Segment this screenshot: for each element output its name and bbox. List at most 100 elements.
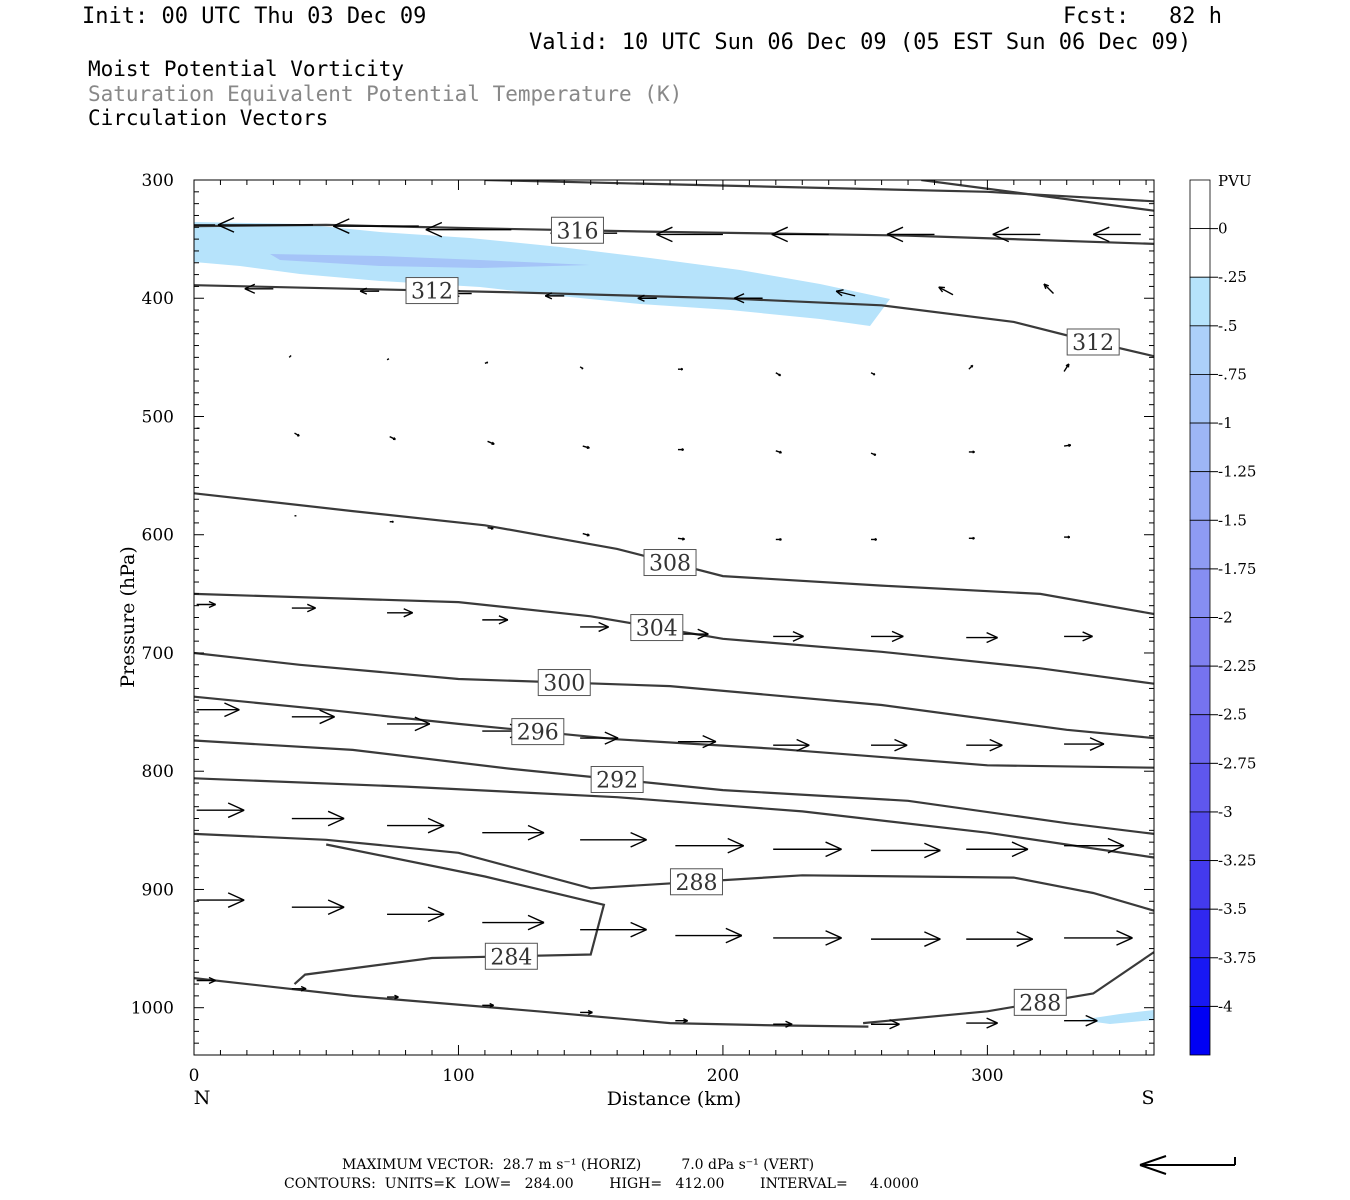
circulation-vector [484, 361, 489, 364]
vector-head [779, 537, 782, 541]
vector-head [874, 537, 878, 541]
vector-head [208, 979, 216, 985]
vector-head [637, 294, 645, 299]
contour-label: 288 [669, 868, 723, 896]
theta-es-contour [194, 651, 1154, 740]
south-label: S [1141, 1087, 1154, 1109]
circulation-vector [938, 286, 954, 296]
contour-label-box [590, 765, 644, 793]
vector-head [630, 839, 647, 848]
vector-head [1082, 635, 1093, 642]
vector-head [489, 1002, 494, 1006]
circulation-vector [196, 802, 245, 819]
circulation-vector [966, 632, 998, 644]
vector-head [604, 731, 619, 739]
vector-head [680, 367, 684, 370]
vector-head [393, 437, 396, 440]
circulation-vector [733, 293, 763, 304]
vector-head [498, 615, 509, 621]
vector-head [527, 914, 545, 924]
vector-head [1016, 938, 1034, 947]
pv-shade-region-surface [1080, 1010, 1154, 1024]
vector-head [217, 217, 235, 226]
colorbar-label: -1.5 [1218, 511, 1247, 529]
vector-head [889, 1023, 900, 1030]
colorbar-label: -4 [1218, 997, 1233, 1015]
circulation-vector [1064, 837, 1125, 854]
colorbar-segment [1189, 908, 1211, 959]
vector-head [733, 293, 745, 299]
vector-head [1092, 226, 1110, 236]
contour-label: 304 [630, 614, 684, 642]
circulation-vector [771, 226, 829, 243]
contour-label-text: 300 [543, 672, 585, 697]
vector-head [630, 921, 647, 931]
field-title-thetaes: Saturation Equivalent Potential Temperat… [88, 82, 683, 106]
circulation-vector [482, 914, 545, 931]
vector-head [702, 735, 717, 743]
vector-head [796, 738, 810, 746]
vector-head [208, 603, 216, 609]
vector-head [891, 630, 904, 638]
colorbar-segment [1189, 422, 1211, 473]
vector-head [604, 737, 619, 745]
vector-head [1116, 937, 1133, 946]
vector-head [924, 931, 941, 940]
vector-head [656, 233, 673, 243]
circulation-vector [387, 817, 445, 834]
pv-shade-region-upper [194, 222, 890, 326]
vector-head [992, 226, 1010, 236]
contour-label: 296 [511, 718, 565, 746]
north-label: N [194, 1087, 211, 1109]
vector-head [327, 899, 345, 908]
circulation-vector [579, 366, 584, 370]
circulation-vector [871, 738, 908, 752]
circulation-vector [196, 600, 216, 609]
colorbar-segment [1189, 762, 1211, 813]
contour-label-box [550, 216, 604, 244]
colorbar-segment [1189, 471, 1211, 521]
circulation-vector [871, 931, 941, 947]
vector-head [227, 809, 245, 819]
vector-head [1011, 841, 1029, 850]
pv-shading [194, 222, 1154, 1024]
y-tick-label: 800 [142, 762, 174, 782]
contour-label-text: 312 [1072, 331, 1114, 356]
colorbar-label: -2.75 [1218, 754, 1256, 772]
vector-head [771, 226, 788, 236]
circulation-vector [217, 217, 314, 233]
circulation-vector [482, 824, 545, 841]
vector-head [1065, 363, 1070, 367]
vector-shaft [386, 358, 390, 361]
vector-head [792, 635, 804, 642]
vector-head [359, 287, 368, 292]
contour-label-text: 304 [636, 617, 678, 642]
circulation-vector [196, 892, 245, 908]
contour-label-text: 312 [411, 280, 453, 305]
vector-head [391, 520, 394, 523]
vector-head [938, 286, 944, 293]
colorbar-label: -.25 [1218, 268, 1247, 286]
vector-head [894, 738, 908, 746]
colorbar-segment [1189, 617, 1211, 667]
contour-label-box [484, 942, 538, 970]
circulation-vector [870, 372, 876, 376]
vector-head [873, 453, 877, 456]
circulation-vector [580, 621, 609, 633]
vector-head [972, 536, 975, 539]
vector-head [972, 450, 975, 453]
vector-head [886, 226, 904, 236]
circulation-vector [1064, 535, 1071, 539]
cross-section-chart: 316 312 308 304 300 296 292 288 284 288 312 300 400… [117, 171, 1256, 1110]
vector-head [682, 537, 685, 540]
vector-head [924, 938, 941, 947]
vector-head [403, 608, 413, 614]
circulation-vector [482, 1002, 494, 1008]
vector-head [1082, 631, 1093, 638]
circulation-vector [637, 294, 657, 302]
x-axis-title: Distance (km) [607, 1088, 742, 1110]
circulation-vector [871, 630, 904, 643]
vector-head [227, 802, 245, 811]
contour-label: 308 [643, 549, 697, 577]
circulation-vector [482, 615, 509, 625]
